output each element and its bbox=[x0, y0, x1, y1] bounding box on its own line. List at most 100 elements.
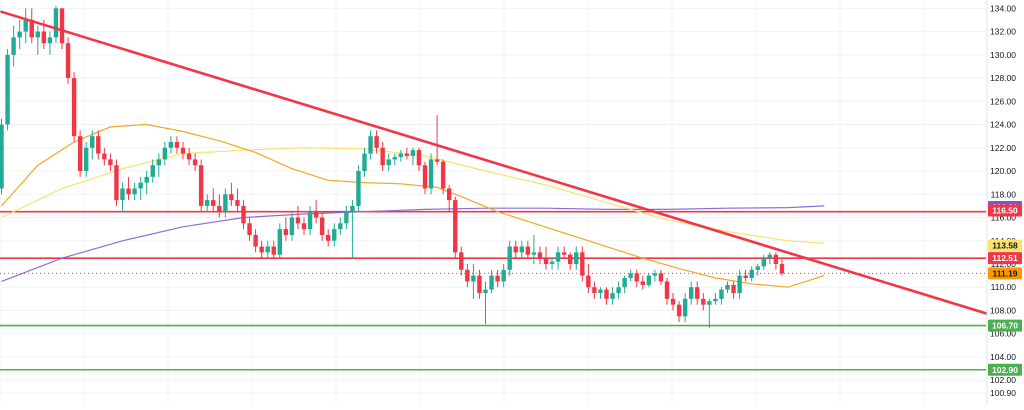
price-badge-label: 111.19 bbox=[992, 268, 1017, 278]
candle-down bbox=[247, 218, 251, 241]
candle-down bbox=[175, 136, 179, 153]
candle-down bbox=[296, 206, 300, 229]
candle-down bbox=[380, 142, 384, 171]
candle-body bbox=[48, 37, 52, 43]
candle-up bbox=[768, 252, 772, 264]
candle-body bbox=[217, 206, 221, 212]
candle-down bbox=[314, 200, 318, 223]
candle-down bbox=[568, 252, 572, 269]
candles bbox=[0, 6, 784, 328]
price-badge: 113.58 bbox=[988, 240, 1022, 252]
candle-body bbox=[671, 299, 675, 305]
candle-body bbox=[701, 299, 705, 305]
candle-body bbox=[193, 159, 197, 165]
candle-body bbox=[417, 150, 421, 165]
candle-down bbox=[774, 252, 778, 269]
candle-down bbox=[272, 241, 276, 258]
candle-up bbox=[520, 241, 524, 258]
price-axis-label: 130.00 bbox=[990, 50, 1016, 60]
candle-body bbox=[405, 154, 409, 156]
price-axis-label: 128.00 bbox=[990, 73, 1016, 83]
candle-body bbox=[205, 200, 209, 206]
candle-up bbox=[725, 281, 729, 293]
candle-body bbox=[266, 247, 270, 253]
candle-body bbox=[108, 159, 112, 165]
candle-body bbox=[622, 278, 626, 287]
candle-body bbox=[344, 212, 348, 224]
candle-body bbox=[11, 37, 15, 54]
candle-down bbox=[320, 212, 324, 241]
price-axis-label: 118.00 bbox=[991, 189, 1017, 199]
candle-down bbox=[562, 247, 566, 259]
candle-down bbox=[701, 293, 705, 310]
candle-body bbox=[556, 252, 560, 261]
candle-body bbox=[574, 252, 578, 264]
candle-up bbox=[598, 287, 602, 299]
candle-up bbox=[5, 49, 9, 130]
candle-body bbox=[719, 290, 723, 299]
candle-up bbox=[387, 154, 391, 171]
candle-body bbox=[447, 188, 451, 200]
candle-down bbox=[659, 270, 663, 285]
candle-body bbox=[653, 273, 657, 275]
candle-up bbox=[163, 142, 167, 165]
candle-body bbox=[296, 218, 300, 224]
candle-down bbox=[453, 197, 457, 259]
candle-up bbox=[550, 258, 554, 270]
candle-body bbox=[707, 301, 711, 304]
candle-down bbox=[217, 194, 221, 217]
candle-body bbox=[495, 276, 499, 282]
grid-lines bbox=[0, 0, 986, 405]
candle-up bbox=[737, 270, 741, 299]
candle-body bbox=[399, 154, 403, 157]
candle-down bbox=[108, 154, 112, 171]
price-axis-label: 134.00 bbox=[990, 3, 1016, 13]
candle-down bbox=[126, 177, 130, 200]
candle-body bbox=[526, 247, 530, 255]
candle-body bbox=[604, 290, 608, 299]
candle-up bbox=[48, 32, 52, 55]
candle-body bbox=[780, 264, 784, 273]
candle-body bbox=[610, 293, 614, 299]
price-axis-label: 126.00 bbox=[990, 96, 1016, 106]
candle-down bbox=[580, 247, 584, 282]
candle-body bbox=[750, 270, 754, 278]
candle-body bbox=[635, 273, 639, 281]
candle-body bbox=[411, 150, 415, 156]
price-axis-label: 102.00 bbox=[990, 375, 1016, 385]
price-badge: 116.50 bbox=[988, 205, 1022, 217]
candle-body bbox=[538, 252, 542, 258]
candle-body bbox=[616, 287, 620, 293]
candle-down bbox=[743, 270, 747, 282]
price-axis-label: 104.00 bbox=[990, 352, 1016, 362]
candle-down bbox=[780, 258, 784, 275]
candle-body bbox=[72, 78, 76, 136]
candle-body bbox=[326, 235, 330, 241]
candle-up bbox=[362, 148, 366, 177]
candle-up bbox=[350, 200, 354, 258]
candle-body bbox=[284, 229, 288, 235]
candle-up bbox=[616, 281, 620, 298]
trendline[interactable] bbox=[2, 12, 1024, 346]
candle-body bbox=[453, 200, 457, 252]
candle-up bbox=[344, 206, 348, 229]
price-axis-label: 132.00 bbox=[990, 27, 1016, 37]
candle-body bbox=[629, 273, 633, 278]
candle-up bbox=[683, 293, 687, 322]
candle-body bbox=[66, 43, 70, 78]
candle-body bbox=[731, 285, 735, 293]
price-axis-label: 120.00 bbox=[990, 166, 1016, 176]
candle-up bbox=[489, 270, 493, 293]
candle-down bbox=[459, 247, 463, 276]
price-axis-label: 110.00 bbox=[991, 282, 1017, 292]
candle-body bbox=[356, 171, 360, 206]
candle-down bbox=[544, 247, 548, 270]
candle-body bbox=[350, 206, 354, 212]
candle-up bbox=[762, 255, 766, 270]
trendline-group[interactable] bbox=[2, 12, 1024, 346]
candle-body bbox=[520, 247, 524, 253]
candle-body bbox=[229, 194, 233, 200]
candle-body bbox=[689, 287, 693, 299]
